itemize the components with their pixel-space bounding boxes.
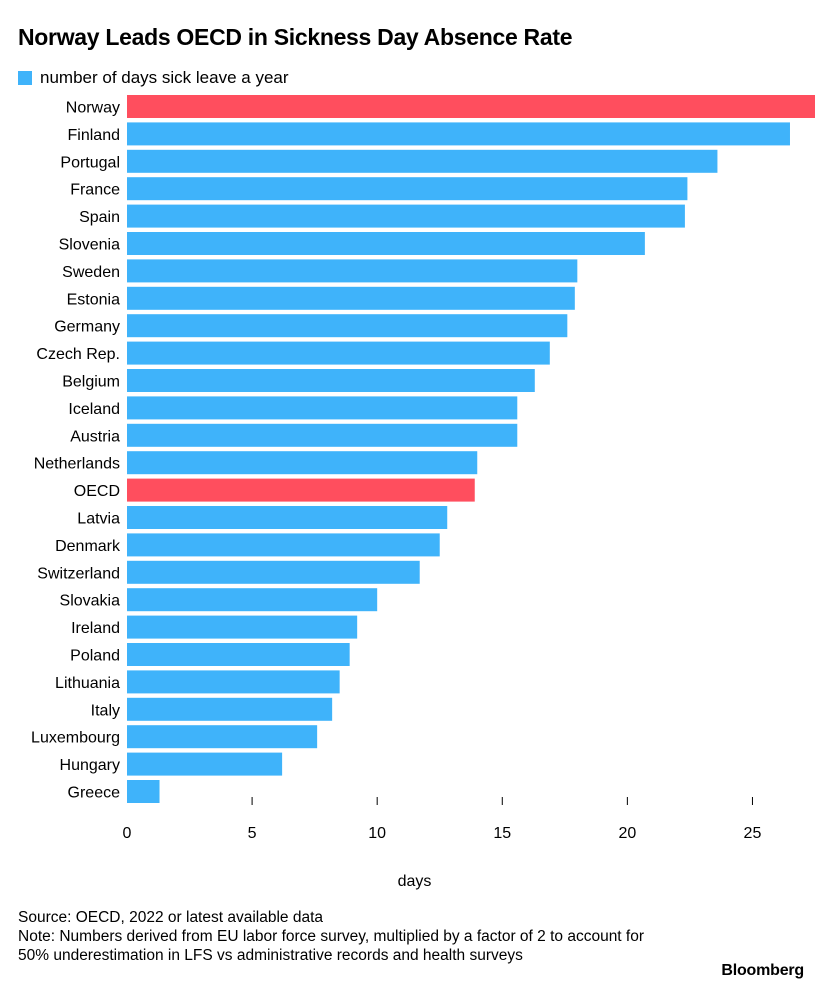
category-label: Slovakia: [60, 593, 121, 610]
x-tick-label: 20: [618, 825, 636, 842]
bar-italy: [127, 697, 333, 721]
bar-portugal: [127, 149, 718, 173]
bar-luxembourg: [127, 725, 318, 749]
category-label: Estonia: [67, 291, 120, 308]
bar-hungary: [127, 752, 283, 776]
category-label: Luxembourg: [31, 730, 120, 747]
bar-slovakia: [127, 588, 378, 612]
bar-lithuania: [127, 670, 340, 694]
category-label: France: [70, 182, 120, 199]
bar-oecd: [127, 478, 475, 502]
bar-poland: [127, 643, 350, 666]
bar-greece: [127, 780, 160, 803]
legend-label: number of days sick leave a year: [40, 68, 289, 87]
bar-iceland: [127, 396, 518, 420]
category-label: Latvia: [77, 511, 120, 528]
category-label: Ireland: [71, 620, 120, 637]
source-text: Source: OECD, 2022 or latest available d…: [18, 909, 324, 926]
x-tick-label: 25: [744, 825, 762, 842]
category-label: Hungary: [60, 757, 120, 774]
bar-spain: [127, 204, 685, 228]
bar-germany: [127, 314, 568, 338]
category-label: Slovenia: [59, 237, 120, 254]
legend-swatch: [18, 71, 32, 85]
bar-latvia: [127, 506, 448, 529]
source-notes: Source: OECD, 2022 or latest available d…: [18, 908, 658, 965]
category-label: Norway: [66, 100, 120, 117]
category-label: Greece: [68, 785, 121, 802]
bar-slovenia: [127, 232, 645, 255]
bar-sweden: [127, 259, 578, 283]
bar-finland: [127, 122, 790, 146]
category-label: Austria: [70, 428, 120, 445]
x-tick-label: 10: [368, 825, 386, 842]
category-label: Italy: [91, 702, 120, 719]
bar-denmark: [127, 533, 440, 557]
bar-belgium: [127, 369, 535, 392]
category-label: Sweden: [62, 264, 120, 281]
category-label: Czech Rep.: [36, 346, 120, 363]
legend: number of days sick leave a year: [18, 68, 289, 88]
category-label: Switzerland: [37, 565, 120, 582]
x-tick-label: 5: [248, 825, 257, 842]
bar-france: [127, 177, 688, 201]
x-axis-label: days: [397, 873, 432, 890]
category-label: Finland: [68, 127, 120, 144]
bar-austria: [127, 423, 518, 447]
category-label: Germany: [54, 319, 120, 336]
bar-switzerland: [127, 560, 420, 584]
bloomberg-logo: Bloomberg: [721, 962, 804, 979]
bar-estonia: [127, 286, 575, 310]
category-label: Poland: [70, 648, 120, 665]
bar-czech-rep: [127, 341, 550, 365]
chart-title: Norway Leads OECD in Sickness Day Absenc…: [18, 24, 573, 50]
category-label: Spain: [79, 209, 120, 226]
category-label: Iceland: [68, 401, 120, 418]
bar-ireland: [127, 615, 358, 639]
x-tick-label: 0: [123, 825, 132, 842]
category-label: Netherlands: [34, 456, 120, 473]
x-tick-label: 15: [493, 825, 511, 842]
category-label: Portugal: [60, 154, 120, 171]
category-label: Denmark: [55, 538, 121, 555]
category-label: Belgium: [62, 374, 120, 391]
bar-netherlands: [127, 451, 478, 475]
category-label: OECD: [74, 483, 120, 500]
bar-norway: [127, 95, 815, 118]
note-text: Note: Numbers derived from EU labor forc…: [18, 928, 645, 964]
category-label: Lithuania: [55, 675, 120, 692]
